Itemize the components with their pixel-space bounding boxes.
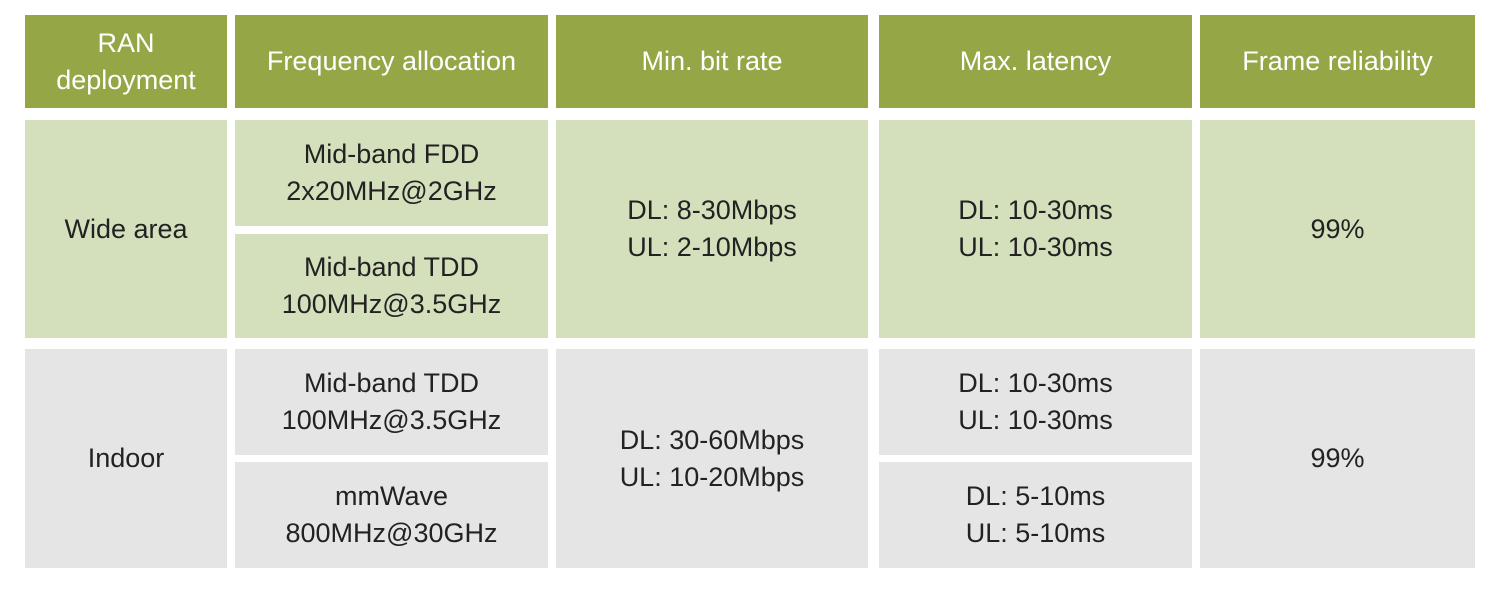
header-label: Min. bit rate — [641, 46, 783, 76]
header-frequency-allocation: Frequency allocation — [235, 15, 548, 108]
cell-text: DL: 10-30ms UL: 10-30ms — [958, 195, 1113, 262]
cell-reliability-indoor: 99% — [1200, 349, 1475, 568]
cell-text: mmWave 800MHz@30GHz — [285, 481, 498, 548]
cell-latency-wide: DL: 10-30ms UL: 10-30ms — [879, 120, 1192, 338]
header-min-bit-rate: Min. bit rate — [556, 15, 868, 108]
cell-bitrate-indoor: DL: 30-60Mbps UL: 10-20Mbps — [556, 349, 868, 568]
cell-frequency-indoor-2: mmWave 800MHz@30GHz — [235, 462, 548, 568]
header-ran-deployment: RAN deployment — [25, 15, 227, 108]
cell-text: Mid-band FDD 2x20MHz@2GHz — [286, 139, 497, 206]
cell-text: DL: 8-30Mbps UL: 2-10Mbps — [627, 195, 797, 262]
cell-text: Mid-band TDD 100MHz@3.5GHz — [281, 368, 502, 435]
cell-latency-indoor-2: DL: 5-10ms UL: 5-10ms — [879, 462, 1192, 568]
cell-deployment-wide-area: Wide area — [25, 120, 227, 338]
cell-reliability-wide: 99% — [1200, 120, 1475, 338]
header-label: Frequency allocation — [266, 46, 517, 76]
cell-text: 99% — [1310, 443, 1365, 473]
cell-text: Wide area — [64, 213, 188, 244]
cell-frequency-wide-1: Mid-band FDD 2x20MHz@2GHz — [235, 120, 548, 226]
header-max-latency: Max. latency — [879, 15, 1192, 108]
cell-text: Indoor — [87, 443, 165, 473]
cell-deployment-indoor: Indoor — [25, 349, 227, 568]
cell-text: Mid-band TDD 100MHz@3.5GHz — [281, 252, 502, 319]
cell-text: 99% — [1310, 213, 1365, 244]
header-frame-reliability: Frame reliability — [1200, 15, 1475, 108]
header-label: Max. latency — [959, 46, 1112, 76]
cell-text: DL: 30-60Mbps UL: 10-20Mbps — [619, 424, 805, 492]
cell-text: DL: 5-10ms UL: 5-10ms — [965, 481, 1106, 548]
header-label: Frame reliability — [1242, 46, 1433, 76]
cell-text: DL: 10-30ms UL: 10-30ms — [958, 368, 1113, 435]
cell-frequency-indoor-1: Mid-band TDD 100MHz@3.5GHz — [235, 349, 548, 455]
header-label: RAN deployment — [56, 27, 196, 95]
cell-latency-indoor-1: DL: 10-30ms UL: 10-30ms — [879, 349, 1192, 455]
cell-bitrate-wide: DL: 8-30Mbps UL: 2-10Mbps — [556, 120, 868, 338]
cell-frequency-wide-2: Mid-band TDD 100MHz@3.5GHz — [235, 234, 548, 338]
